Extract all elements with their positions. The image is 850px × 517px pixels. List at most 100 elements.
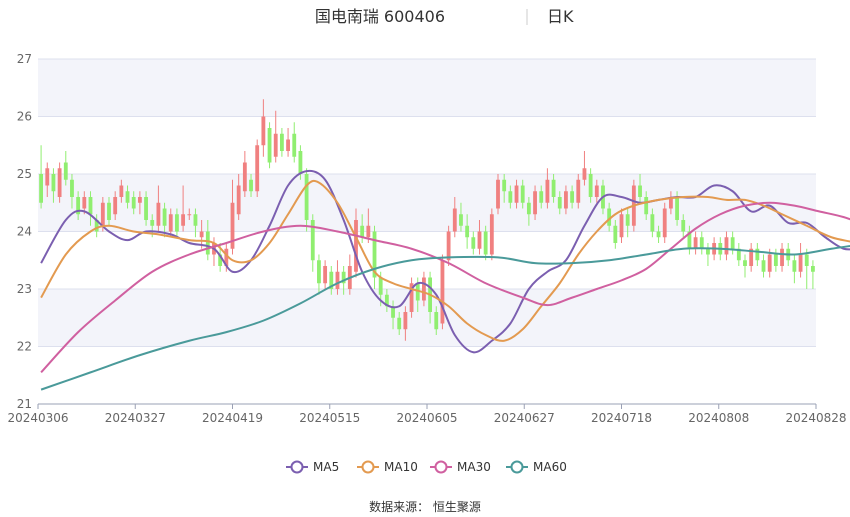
candle-body <box>372 231 377 278</box>
candle-body <box>749 248 754 266</box>
candle-body <box>526 202 531 215</box>
candle-up <box>452 197 457 238</box>
x-tick-label: 20240306 <box>7 411 68 425</box>
candle-body <box>520 185 525 203</box>
candle-body <box>144 197 148 220</box>
candle-up <box>335 260 340 295</box>
legend-marker <box>290 460 304 474</box>
chart-title: 国电南瑞 600406 <box>315 7 445 26</box>
candle-up <box>724 231 729 261</box>
candle-body <box>743 260 747 266</box>
candle-body <box>668 197 673 209</box>
candle-down <box>526 197 531 226</box>
candle-body <box>403 312 408 330</box>
candle-body <box>137 197 142 203</box>
candle-down <box>459 202 463 232</box>
candle-body <box>539 191 544 203</box>
candle-up <box>199 220 204 249</box>
candle-body <box>205 231 210 255</box>
candle-body <box>156 202 161 226</box>
candle-down <box>94 214 99 238</box>
legend-item-ma10[interactable]: MA10 <box>357 460 418 474</box>
candle-up <box>242 151 247 197</box>
candle-down <box>502 174 507 203</box>
candle-down <box>471 231 476 255</box>
candle-up <box>403 306 408 341</box>
candle-body <box>187 214 192 216</box>
candle-down <box>650 208 655 238</box>
line-ma10 <box>40 179 850 342</box>
candle-down <box>310 214 315 272</box>
candle-body <box>45 168 50 186</box>
candle-down <box>329 266 334 295</box>
candle-up <box>181 185 186 232</box>
legend-label: MA5 <box>313 460 339 474</box>
candle-body <box>150 220 155 226</box>
candle-body <box>613 225 618 243</box>
candle-down <box>384 289 389 312</box>
candle-up <box>45 162 50 197</box>
candle-body <box>582 168 587 180</box>
candle-body <box>625 214 630 226</box>
legend-marker <box>434 460 448 474</box>
x-tick-label: 20240808 <box>688 411 749 425</box>
candle-body <box>279 133 284 151</box>
legend-label: MA60 <box>533 460 567 474</box>
candle-body <box>483 231 488 255</box>
candle-body <box>755 248 760 261</box>
candle-up <box>576 174 581 209</box>
candle-up <box>668 191 673 215</box>
candle-body <box>292 133 297 157</box>
candle-down <box>372 225 377 289</box>
candle-body <box>354 220 358 272</box>
candle-up <box>187 208 192 220</box>
candle-down <box>162 202 167 238</box>
candle-body <box>242 162 247 192</box>
candle-body <box>298 151 303 174</box>
candle-up <box>113 191 118 220</box>
moving-average-lines <box>40 169 850 391</box>
candle-body <box>594 185 599 197</box>
candle-up <box>749 243 754 272</box>
candle-body <box>619 214 624 238</box>
candle-body <box>218 254 223 266</box>
candle-down <box>465 214 470 249</box>
candle-body <box>514 185 519 203</box>
candle-down <box>625 208 630 238</box>
candle-down <box>773 248 778 272</box>
candle-down <box>792 254 797 284</box>
y-tick-label: 21 <box>17 397 32 411</box>
legend-item-ma60[interactable]: MA60 <box>506 460 567 474</box>
candle-down <box>730 231 735 255</box>
candle-down <box>557 191 562 215</box>
candle-down <box>706 243 710 266</box>
candle-down <box>391 300 395 330</box>
candle-up <box>366 208 371 243</box>
candle-body <box>767 254 772 272</box>
candle-body <box>804 254 809 266</box>
candle-down <box>539 185 544 209</box>
candle-body <box>113 197 118 215</box>
candle-down <box>755 243 760 266</box>
candle-up <box>594 179 599 203</box>
y-tick-label: 22 <box>17 340 32 354</box>
legend: MA5 MA10 MA30 MA60 <box>286 460 567 474</box>
candle-body <box>199 231 204 238</box>
candle-body <box>63 162 68 180</box>
candle-body <box>545 179 550 203</box>
legend-item-ma30[interactable]: MA30 <box>430 460 491 474</box>
y-tick-label: 23 <box>17 282 32 296</box>
candle-body <box>82 197 87 209</box>
legend-item-ma5[interactable]: MA5 <box>286 460 339 474</box>
candle-down <box>51 168 56 203</box>
candle-body <box>730 237 735 249</box>
candle-body <box>644 197 649 215</box>
candle-body <box>175 214 179 232</box>
candle-body <box>533 191 537 215</box>
candle-up <box>514 179 519 209</box>
candle-body <box>310 220 315 261</box>
candle-body <box>94 220 99 232</box>
candle-down <box>644 191 649 220</box>
candle-body <box>125 191 130 203</box>
